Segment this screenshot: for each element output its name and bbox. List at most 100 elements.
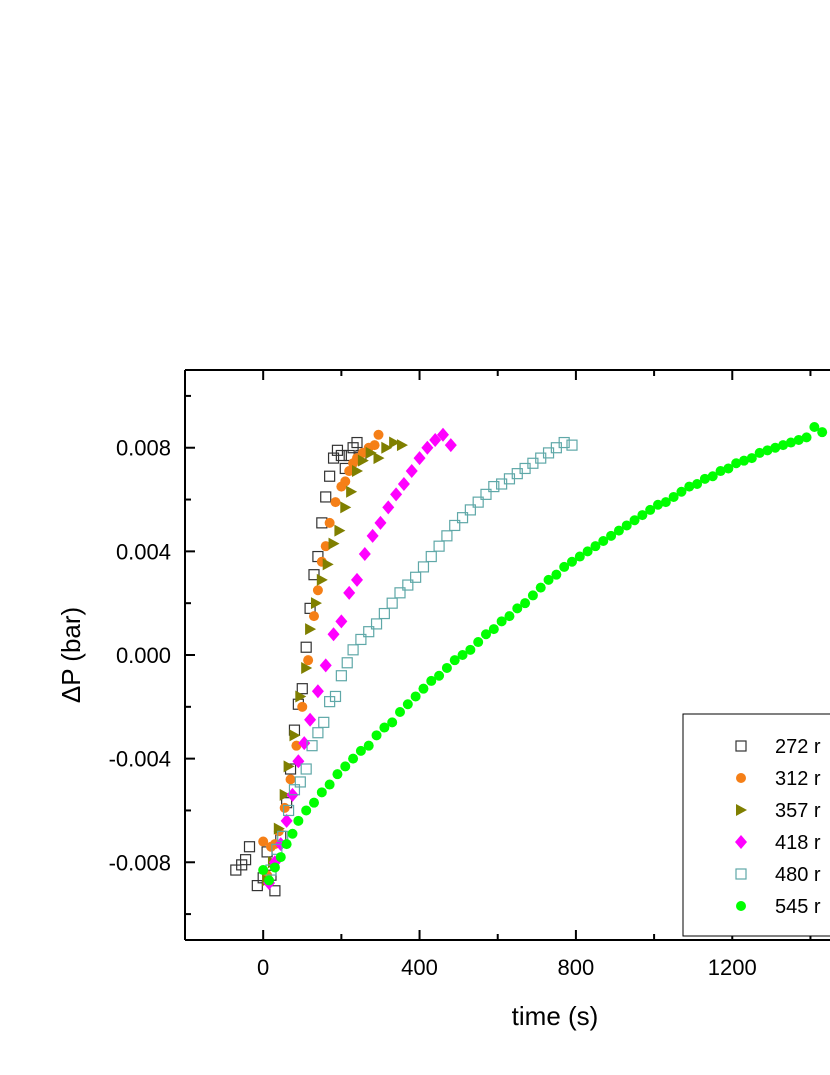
data-point — [817, 427, 828, 438]
data-point — [348, 753, 359, 764]
legend-marker — [735, 835, 747, 849]
data-point — [281, 839, 292, 850]
legend-marker — [736, 773, 746, 783]
data-point — [304, 712, 317, 727]
data-point — [311, 684, 324, 699]
data-point — [396, 439, 408, 452]
data-point — [386, 597, 398, 609]
data-point — [324, 779, 335, 790]
data-point — [488, 624, 499, 635]
data-point — [378, 607, 390, 620]
data-point — [785, 437, 796, 448]
data-point — [437, 427, 449, 442]
data-point — [269, 862, 280, 873]
data-point — [707, 471, 718, 482]
data-point — [410, 691, 421, 702]
data-point — [413, 451, 426, 466]
data-point — [301, 805, 312, 816]
data-point — [327, 452, 340, 464]
data-point — [340, 501, 352, 514]
data-point — [457, 650, 468, 660]
data-point — [387, 717, 398, 728]
data-point — [335, 614, 348, 629]
data-point — [285, 774, 296, 785]
data-point — [472, 496, 484, 508]
data-point — [699, 473, 710, 484]
data-point — [395, 707, 405, 717]
data-point — [434, 670, 445, 681]
data-point — [449, 655, 460, 666]
data-point — [330, 497, 341, 508]
data-point — [660, 497, 671, 508]
data-point — [566, 439, 578, 451]
data-point — [574, 551, 585, 562]
data-point — [692, 479, 703, 489]
data-point — [319, 658, 332, 673]
data-point — [429, 432, 442, 447]
series-5 — [258, 422, 828, 886]
data-point — [369, 440, 380, 451]
series-2 — [262, 436, 408, 887]
data-point — [373, 429, 384, 440]
data-point — [363, 626, 375, 638]
data-point — [347, 644, 359, 656]
legend: 272 r 312 r 357 r 418 r 480 r 545 r — [682, 713, 830, 937]
data-point — [480, 488, 492, 500]
data-point — [287, 828, 298, 839]
legend-label: 545 r — [775, 896, 821, 918]
data-point — [598, 536, 609, 546]
data-point — [312, 727, 324, 739]
data-point — [567, 556, 577, 567]
data-point — [394, 587, 406, 599]
data-point — [425, 550, 437, 563]
data-point — [613, 525, 624, 536]
data-point — [676, 486, 687, 497]
data-point — [344, 466, 355, 477]
data-point — [590, 541, 601, 552]
data-point — [334, 524, 346, 537]
data-point — [366, 528, 379, 543]
data-point — [465, 644, 476, 655]
data-point — [341, 657, 353, 669]
data-point — [653, 499, 663, 510]
data-point — [621, 520, 632, 531]
data-point — [421, 440, 434, 455]
data-point — [322, 558, 334, 571]
data-point — [327, 627, 340, 642]
data-point — [389, 436, 401, 449]
legend-marker — [735, 868, 747, 880]
data-point — [582, 546, 593, 557]
data-point — [292, 754, 305, 769]
data-point — [373, 452, 385, 465]
data-point — [289, 729, 301, 742]
x-tick-label: 800 — [558, 955, 595, 980]
data-point — [316, 787, 327, 798]
data-point — [301, 661, 313, 674]
data-point — [770, 442, 781, 453]
data-point — [358, 546, 371, 561]
data-point — [279, 788, 291, 801]
legend-marker — [736, 901, 746, 911]
data-point — [243, 841, 256, 853]
data-point — [346, 485, 358, 498]
data-point — [340, 476, 351, 487]
data-point — [645, 504, 656, 515]
data-point — [464, 504, 476, 516]
data-point — [312, 585, 323, 596]
data-point — [318, 716, 330, 728]
legend-marker — [736, 804, 747, 816]
data-point — [543, 574, 554, 585]
data-point — [762, 445, 773, 456]
data-point — [306, 740, 318, 752]
data-point — [320, 541, 331, 552]
data-point — [481, 629, 491, 640]
data-point — [637, 510, 648, 521]
y-axis: -0.008 -0.004 0.000 0.004 0.008 — [109, 394, 195, 916]
data-point — [316, 573, 328, 586]
y-tick-label: -0.008 — [109, 850, 171, 875]
data-point — [363, 740, 374, 751]
legend-label: 480 r — [775, 864, 821, 886]
data-point — [275, 852, 286, 863]
